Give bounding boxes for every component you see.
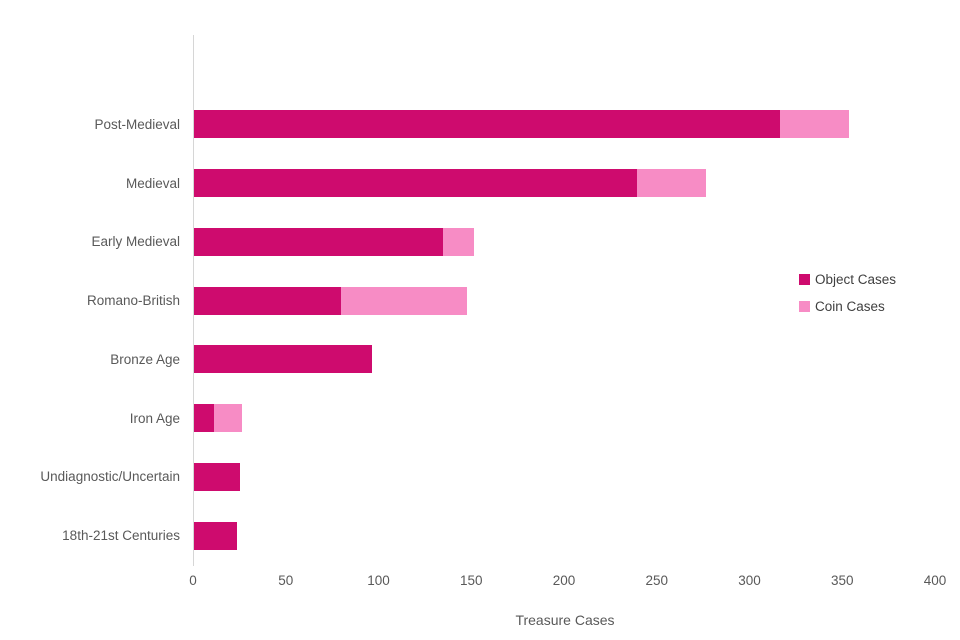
category-label: Medieval (125, 175, 180, 191)
bar-segment-object-cases (194, 404, 215, 433)
bar-segment-coin-cases (637, 169, 706, 198)
x-tick-label: 300 (738, 573, 761, 588)
bar-18th-21st-centuries (194, 521, 237, 550)
x-tick-label: 50 (278, 573, 294, 588)
bar-bronze-age (194, 345, 373, 374)
x-tick-label: 150 (459, 573, 483, 588)
bar-segment-object-cases (194, 227, 443, 256)
category-label: Early Medieval (91, 234, 180, 250)
bar-segment-object-cases (194, 462, 241, 491)
bar-post-medieval (194, 110, 849, 139)
bar-segment-coin-cases (780, 110, 849, 139)
legend-label: Coin Cases (815, 299, 885, 314)
x-tick-label: 0 (189, 573, 197, 588)
x-axis-title: Treasure Cases (515, 612, 615, 628)
category-label: 18th-21st Centuries (62, 528, 180, 544)
legend-item-coin-cases: Coin Cases (799, 293, 896, 320)
bar-segment-object-cases (194, 286, 341, 315)
bar-early-medieval (194, 227, 475, 256)
bar-segment-coin-cases (340, 286, 467, 315)
bar-iron-age (194, 404, 243, 433)
category-label: Undiagnostic/Uncertain (40, 469, 180, 485)
bar-segment-object-cases (194, 169, 638, 198)
x-tick-label: 200 (552, 573, 576, 588)
bar-medieval (194, 169, 706, 198)
y-axis-line (193, 35, 194, 566)
legend: Object Cases Coin Cases (799, 266, 896, 320)
bar-segment-coin-cases (442, 227, 475, 256)
bar-segment-coin-cases (214, 404, 243, 433)
bar-segment-object-cases (194, 345, 373, 374)
x-tick-label: 250 (645, 573, 669, 588)
category-label: Post-Medieval (94, 116, 180, 132)
category-label: Romano-British (86, 293, 180, 309)
bar-romano-british (194, 286, 467, 315)
legend-label: Object Cases (815, 272, 897, 287)
x-tick-label: 350 (830, 573, 854, 588)
x-tick-label: 400 (923, 573, 947, 588)
category-label: Bronze Age (110, 351, 180, 367)
legend-item-object-cases: Object Cases (799, 266, 896, 293)
legend-swatch-icon (799, 274, 810, 285)
bar-segment-object-cases (194, 110, 781, 139)
x-tick-label: 100 (367, 573, 390, 588)
bar-segment-object-cases (194, 521, 237, 550)
bar-undiagnostic-uncertain (194, 462, 241, 491)
legend-swatch-icon (799, 301, 810, 312)
category-label: Iron Age (129, 410, 180, 426)
